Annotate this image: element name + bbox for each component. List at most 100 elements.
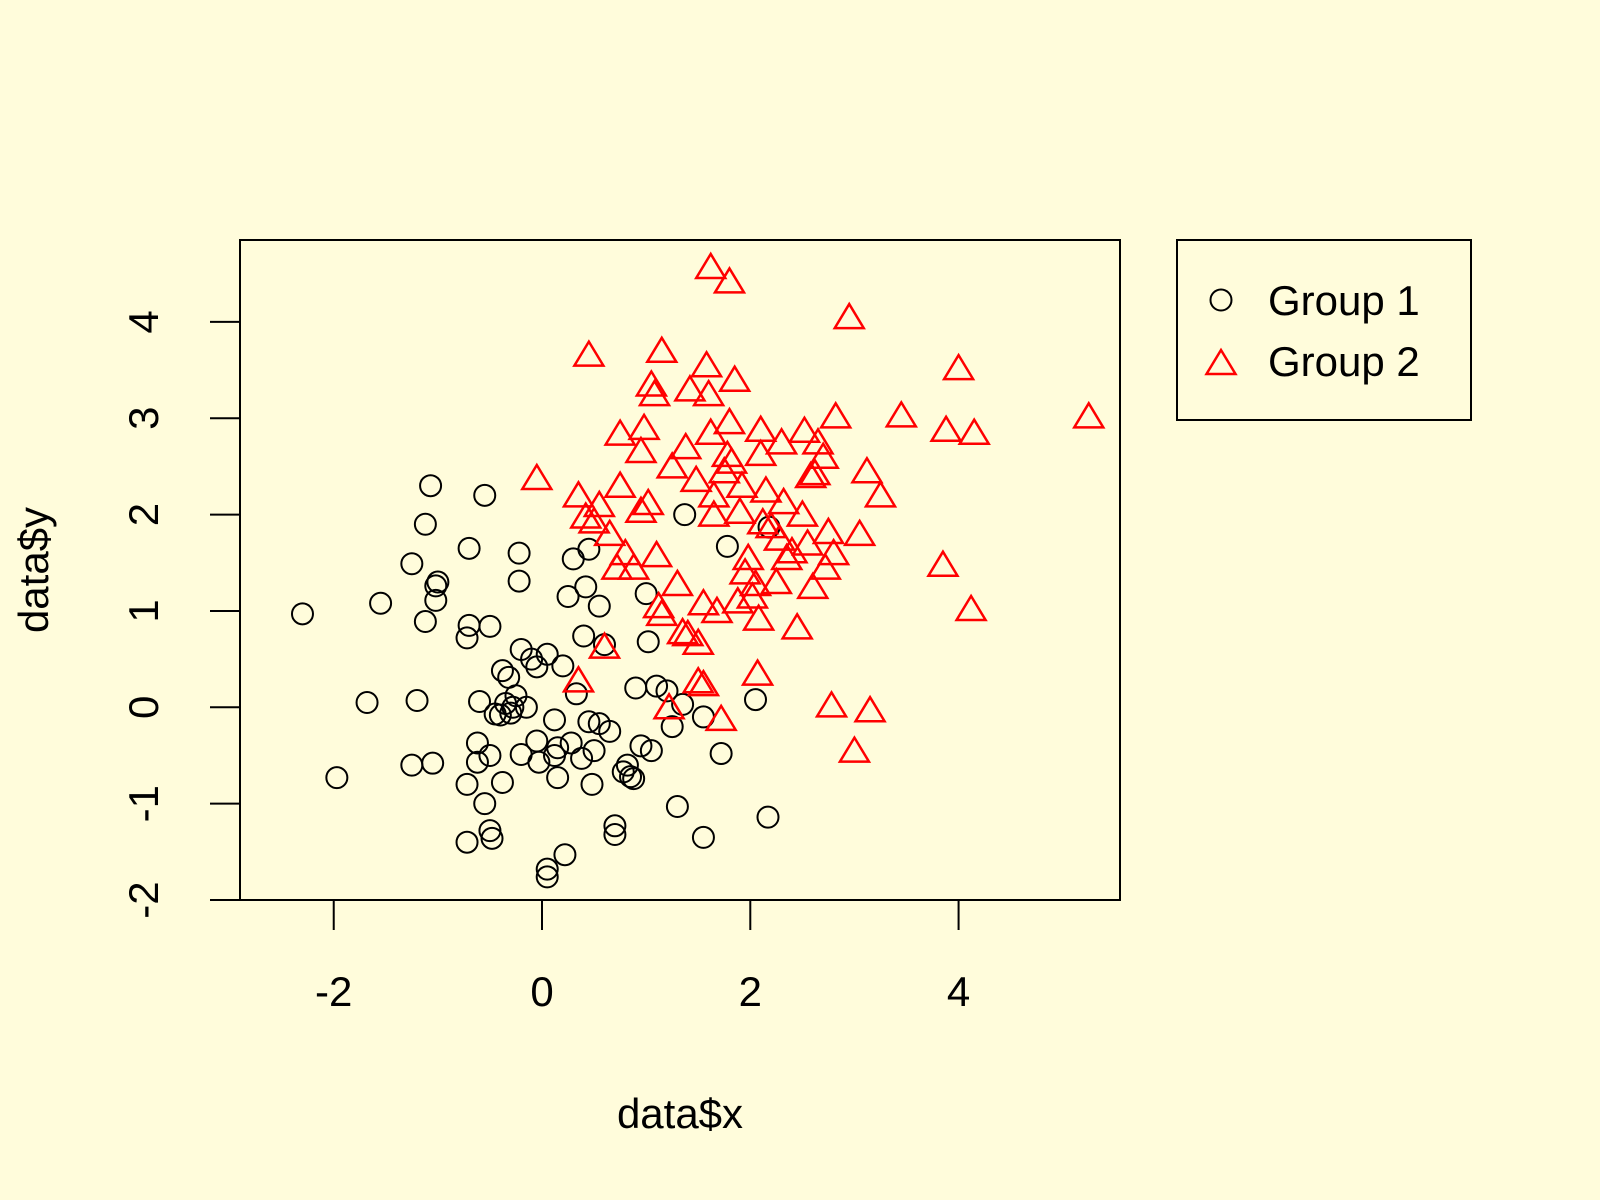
group-2-point [749, 475, 783, 503]
group-2-point [793, 460, 828, 489]
group-1-point [421, 751, 445, 775]
group-1-point [424, 588, 448, 612]
y-tick-label: 4 [120, 310, 167, 333]
series-group-1 [290, 474, 781, 889]
group-2-point [929, 414, 963, 443]
group-1-point [634, 582, 658, 606]
group-2-point [723, 496, 757, 524]
group-2-point [1072, 400, 1106, 429]
group-2-point [714, 446, 749, 474]
group-2-point [814, 689, 849, 718]
group-2-point [641, 590, 676, 619]
group-1-point [655, 679, 679, 703]
group-1-point [598, 719, 622, 743]
group-1-point [455, 772, 479, 796]
group-2-point [842, 518, 877, 547]
group-2-point [592, 518, 627, 547]
legend-marker-group-1 [1209, 288, 1233, 312]
group-1-point [426, 570, 450, 594]
group-1-point [570, 746, 594, 770]
legend-label-group-2: Group 2 [1268, 338, 1420, 385]
group-2-point [954, 593, 988, 622]
group-1-point [546, 766, 570, 790]
group-1-point [691, 825, 715, 849]
x-axis: -2 0 2 4 [315, 899, 970, 1015]
group-1-point [553, 843, 577, 867]
group-1-point [514, 695, 538, 719]
group-1-point [490, 770, 514, 794]
group-1-point [636, 630, 660, 654]
group-2-point [561, 664, 596, 693]
group-1-point [574, 575, 598, 599]
legend-marker-group-2 [1204, 347, 1238, 376]
group-1-point [507, 541, 531, 565]
group-2-point [785, 499, 820, 527]
group-2-point [697, 499, 731, 527]
group-2-point [561, 479, 596, 508]
group-1-point [455, 830, 479, 854]
group-2-point [787, 415, 822, 444]
group-1-point [419, 474, 443, 498]
group-1-point [369, 591, 393, 615]
group-2-point [681, 665, 715, 694]
group-1-point [290, 602, 314, 626]
group-2-point [631, 487, 665, 516]
group-2-point [681, 627, 715, 655]
group-1-point [535, 642, 559, 666]
group-1-point [507, 569, 531, 593]
y-axis: -2 -1 0 1 2 3 4 [120, 310, 241, 919]
group-1-point [709, 742, 733, 766]
group-2-point [704, 703, 738, 732]
group-1-point [673, 503, 697, 527]
y-tick-label: 2 [120, 503, 167, 526]
group-2-point [694, 417, 728, 445]
group-2-point [743, 414, 778, 443]
group-2-point [608, 537, 643, 566]
group-2-point [652, 691, 686, 720]
group-2-point [712, 266, 747, 294]
y-tick-label: 1 [120, 599, 167, 622]
group-2-point [520, 462, 554, 491]
group-2-point [818, 400, 853, 429]
group-2-point [853, 694, 887, 723]
group-1-point [582, 739, 606, 763]
series-group-2 [520, 251, 1106, 763]
group-1-point [478, 614, 502, 638]
group-1-point [546, 736, 570, 760]
group-1-point [468, 690, 492, 714]
group-2-point [816, 537, 851, 566]
group-1-point [619, 765, 643, 789]
group-1-point [551, 654, 575, 678]
group-1-point [405, 689, 429, 713]
group-2-point [572, 339, 606, 367]
group-1-point [580, 772, 604, 796]
group-1-point [622, 767, 646, 791]
group-1-point [535, 865, 559, 889]
group-2-point [624, 495, 658, 523]
group-1-point [645, 674, 669, 698]
x-tick-label: 2 [739, 968, 762, 1015]
group-1-point [603, 822, 627, 846]
group-1-point [744, 688, 768, 712]
group-2-point [762, 523, 797, 551]
group-1-point [488, 703, 512, 727]
group-2-point [627, 412, 661, 441]
x-tick-label: -2 [315, 968, 352, 1015]
group-2-point [746, 506, 780, 535]
group-1-point [355, 690, 379, 714]
group-1-point [715, 534, 739, 558]
group-2-point [808, 552, 842, 580]
group-1-point [587, 594, 611, 618]
group-2-point [741, 603, 776, 631]
group-1-point [473, 792, 497, 816]
group-1-point [457, 536, 481, 560]
group-2-point [639, 539, 674, 568]
group-1-point [520, 647, 544, 671]
group-2-point [738, 568, 773, 597]
legend-box [1176, 239, 1472, 421]
group-1-point [665, 795, 689, 819]
group-1-point [455, 626, 479, 650]
group-2-point [587, 631, 622, 659]
